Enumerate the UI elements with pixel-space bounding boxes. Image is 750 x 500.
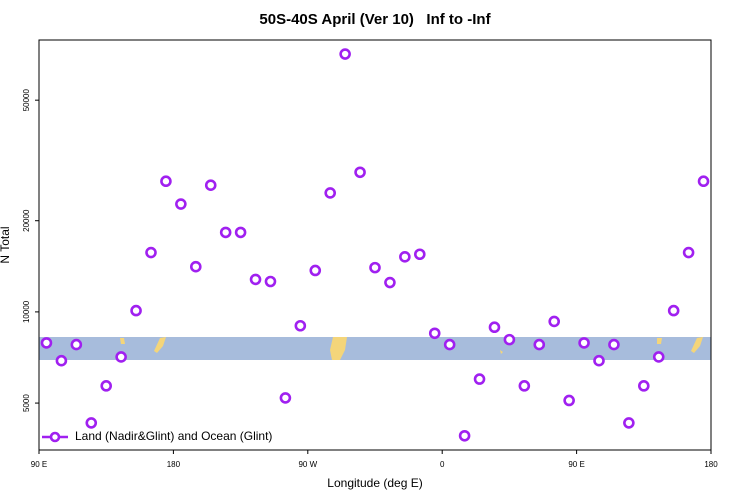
data-point xyxy=(682,246,695,259)
data-point xyxy=(428,327,441,340)
data-point xyxy=(473,373,486,385)
data-point xyxy=(190,260,202,273)
plot-frame xyxy=(38,39,712,451)
data-point xyxy=(100,380,112,392)
data-point xyxy=(40,337,53,349)
x-tick-label: 180 xyxy=(167,460,181,469)
data-point xyxy=(160,175,172,188)
data-point xyxy=(548,315,561,328)
data-point xyxy=(578,337,590,349)
data-point xyxy=(339,48,351,60)
legend-label: Land (Nadir&Glint) and Ocean (Glint) xyxy=(75,429,272,443)
y-axis-label: N Total xyxy=(0,226,12,263)
data-point xyxy=(563,394,575,407)
x-axis-label: Longitude (deg E) xyxy=(327,476,422,490)
data-point xyxy=(354,166,366,179)
data-point xyxy=(55,354,68,367)
chart-title: 50S-40S April (Ver 10) Inf to -Inf xyxy=(259,11,491,28)
y-tick-label: 20000 xyxy=(22,209,31,232)
x-tick-label: 0 xyxy=(440,460,445,469)
x-tick-label: 90 E xyxy=(31,460,47,469)
data-point xyxy=(667,304,680,317)
data-point xyxy=(264,275,277,288)
data-point xyxy=(488,321,501,334)
data-point xyxy=(85,417,98,429)
data-point xyxy=(369,261,381,274)
data-point xyxy=(70,338,83,351)
data-point xyxy=(413,248,426,261)
data-point xyxy=(145,246,157,259)
x-tick-label: 90 W xyxy=(298,460,317,469)
data-point xyxy=(384,276,396,289)
data-point xyxy=(399,251,411,263)
data-point xyxy=(130,304,142,317)
data-point xyxy=(234,226,247,239)
y-tick-label: 5000 xyxy=(22,394,31,412)
legend-marker xyxy=(49,431,61,443)
data-point xyxy=(518,380,531,392)
data-point xyxy=(533,338,546,351)
data-point xyxy=(458,429,471,442)
data-point xyxy=(637,380,650,392)
x-tick-label: 90 E xyxy=(568,460,584,469)
data-point xyxy=(623,417,635,429)
data-point xyxy=(652,351,665,363)
data-point xyxy=(503,333,516,346)
data-point xyxy=(593,354,605,367)
x-tick-label: 180 xyxy=(704,460,718,469)
data-point xyxy=(219,226,232,239)
data-point xyxy=(204,179,217,191)
data-point xyxy=(115,351,127,363)
data-point xyxy=(608,338,620,351)
y-tick-label: 10000 xyxy=(22,300,31,323)
data-point xyxy=(294,319,307,332)
data-point xyxy=(175,198,187,210)
data-point xyxy=(697,175,710,188)
data-point xyxy=(309,264,322,277)
data-point xyxy=(249,273,262,286)
data-point xyxy=(443,338,456,351)
data-point xyxy=(279,392,292,404)
data-point xyxy=(324,187,337,199)
y-tick-label: 50000 xyxy=(22,89,31,112)
